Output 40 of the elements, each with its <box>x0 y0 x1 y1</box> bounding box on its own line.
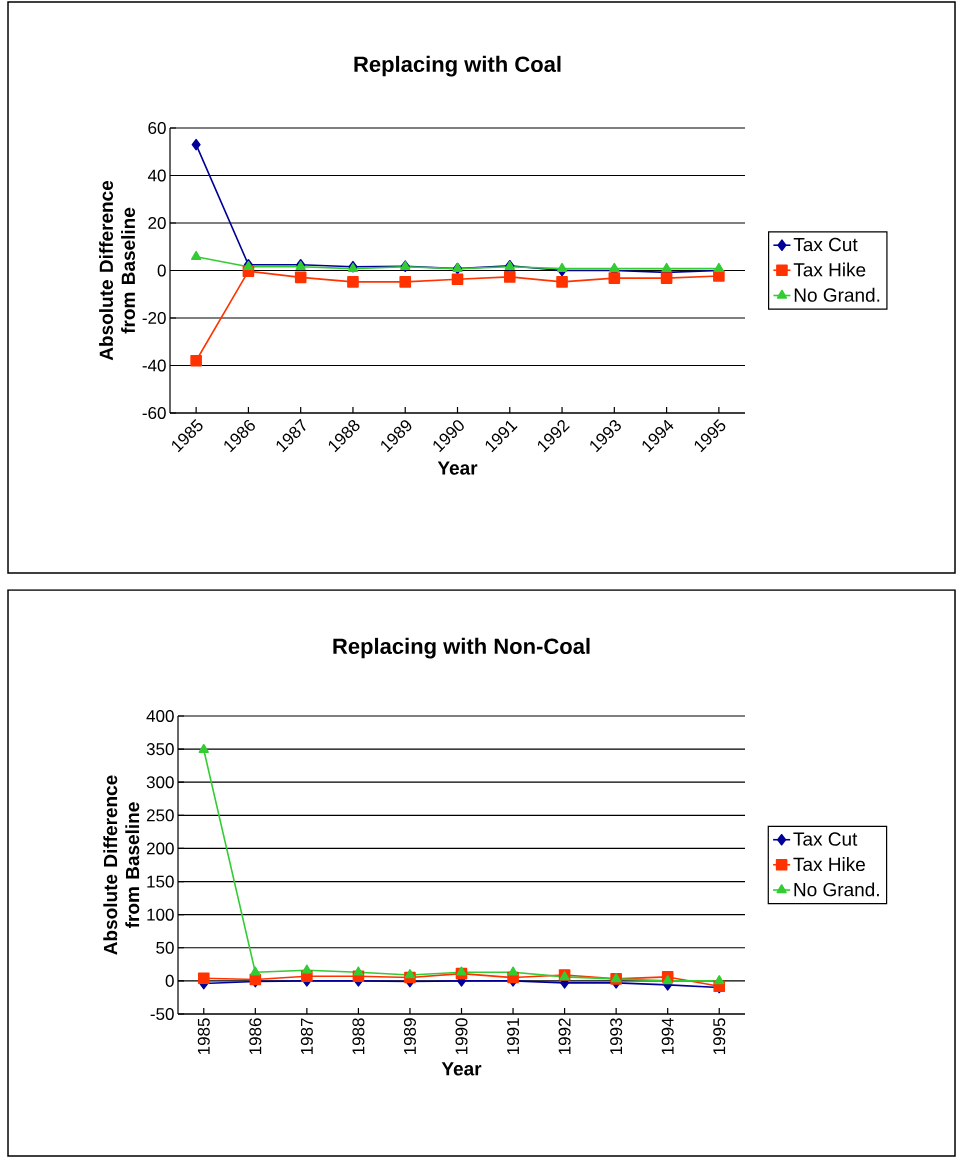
y-tick-label: 400 <box>146 709 174 723</box>
x-tick-label: 1985 <box>197 1018 210 1055</box>
x-tick-label: 1994 <box>661 1018 674 1055</box>
y-tick-label: 0 <box>165 974 174 987</box>
y-tick-label: 350 <box>146 743 174 756</box>
y-axis-title: Absolute Difference from Baseline <box>103 775 140 955</box>
legend-label: Tax Cut <box>793 237 858 252</box>
x-tick-label: 1995 <box>713 1018 726 1055</box>
chart-title: Replacing with Coal <box>354 55 561 77</box>
legend-label: Tax Hike <box>793 262 866 277</box>
legend-label: No Grand. <box>794 882 879 897</box>
x-tick-label: 1988 <box>352 1018 365 1055</box>
y-tick-label: 20 <box>148 216 166 230</box>
x-tick-label: 1991 <box>507 1018 520 1055</box>
y-tick-label: -20 <box>142 311 166 325</box>
y-tick-label: 200 <box>146 842 174 855</box>
x-tick-label: 1992 <box>558 1018 571 1055</box>
y-tick-label: 300 <box>146 776 174 789</box>
y-tick-label: 100 <box>147 908 174 921</box>
y-tick-label: 50 <box>156 941 174 954</box>
x-tick-label: 1987 <box>300 1018 313 1055</box>
legend-label: Tax Hike <box>793 857 865 872</box>
y-tick-label: 40 <box>147 169 166 182</box>
y-tick-label: -60 <box>142 406 166 420</box>
y-tick-label: -50 <box>150 1007 174 1021</box>
y-tick-label: 150 <box>147 875 174 888</box>
x-tick-label: 1993 <box>610 1018 623 1055</box>
y-tick-label: 250 <box>146 809 174 822</box>
x-tick-label: 1990 <box>455 1018 468 1055</box>
y-tick-label: 60 <box>148 121 166 135</box>
y-axis-title: Absolute Difference from Baseline <box>99 180 136 361</box>
legend-label: No Grand. <box>794 287 880 302</box>
chart-title: Replacing with Non-Coal <box>333 637 590 659</box>
x-tick-label: 1989 <box>403 1018 416 1055</box>
legend-label: Tax Cut <box>793 832 858 846</box>
x-tick-label: 1986 <box>249 1018 262 1055</box>
y-tick-label: 0 <box>157 264 166 277</box>
x-axis-title: Year <box>441 1062 482 1076</box>
x-axis-title: Year <box>437 461 478 475</box>
y-tick-label: -40 <box>142 359 166 372</box>
